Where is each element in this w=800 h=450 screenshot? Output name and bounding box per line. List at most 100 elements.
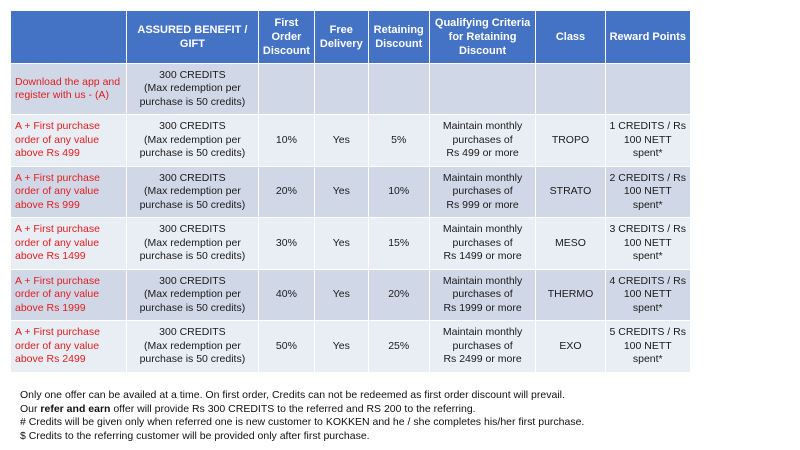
reward-line: spent* xyxy=(632,301,663,314)
reward-line: spent* xyxy=(632,250,663,263)
table-row: A + First purchase order of any value ab… xyxy=(10,114,692,167)
reward-line: 2 CREDITS / Rs xyxy=(609,171,686,184)
criteria-cell: Maintain monthly purchases of Rs 1499 or… xyxy=(428,217,537,270)
benefit-cell: 300 CREDITS (Max redemption per purchase… xyxy=(125,63,259,115)
table-row: A + First purchase order of any value ab… xyxy=(10,320,692,373)
benefit-line: purchase is 50 credits) xyxy=(139,353,246,366)
first-order-discount-cell: 40% xyxy=(257,269,315,321)
offer-cell: A + First purchase order of any value ab… xyxy=(10,114,127,167)
benefit-line: 300 CREDITS xyxy=(159,274,226,287)
benefit-line: (Max redemption per xyxy=(143,82,241,95)
benefit-line: 300 CREDITS xyxy=(159,326,226,339)
note-text: offer will provide Rs 300 CREDITS to the… xyxy=(110,402,476,415)
offers-table: ASSURED BENEFIT / GIFT First Order Disco… xyxy=(10,10,692,373)
criteria-line: purchases of xyxy=(452,339,513,352)
benefit-line: (Max redemption per xyxy=(143,339,241,352)
benefit-line: 300 CREDITS xyxy=(159,171,226,184)
retaining-discount-cell: 5% xyxy=(367,114,430,167)
reward-cell: 4 CREDITS / Rs 100 NETT spent* xyxy=(604,269,692,321)
criteria-cell: Maintain monthly purchases of Rs 1999 or… xyxy=(428,269,537,321)
header-assured-benefit: ASSURED BENEFIT / GIFT xyxy=(125,10,259,64)
header-qualifying-criteria: Qualifying Criteria for Retaining Discou… xyxy=(428,10,537,64)
benefit-line: 300 CREDITS xyxy=(159,223,226,236)
reward-cell: 2 CREDITS / Rs 100 NETT spent* xyxy=(604,166,692,218)
criteria-cell: Maintain monthly purchases of Rs 499 or … xyxy=(428,114,537,167)
terms-notes: Only one offer can be availed at a time.… xyxy=(20,389,780,443)
benefit-line: purchase is 50 credits) xyxy=(139,147,246,160)
criteria-line: purchases of xyxy=(452,236,513,249)
criteria-line: Maintain monthly xyxy=(442,274,523,287)
criteria-line: Rs 1499 or more xyxy=(443,250,522,263)
benefit-line: purchase is 50 credits) xyxy=(139,250,246,263)
free-delivery-cell: Yes xyxy=(313,217,369,270)
criteria-line: Maintain monthly xyxy=(442,171,523,184)
reward-line: 100 NETT xyxy=(623,133,672,146)
table-row: Download the app and register with us - … xyxy=(10,63,692,115)
free-delivery-cell: Yes xyxy=(313,166,369,218)
first-order-discount-cell: 20% xyxy=(257,166,315,218)
note-line: Only one offer can be availed at a time.… xyxy=(20,389,565,401)
reward-line: 100 NETT xyxy=(623,288,672,301)
criteria-line: Rs 999 or more xyxy=(446,198,519,211)
table-row: A + First purchase order of any value ab… xyxy=(10,166,692,218)
note-line: # Credits will be given only when referr… xyxy=(20,416,585,428)
benefit-cell: 300 CREDITS (Max redemption per purchase… xyxy=(125,217,259,270)
benefit-line: (Max redemption per xyxy=(143,288,241,301)
header-free-delivery: Free Delivery xyxy=(313,10,369,64)
reward-line: 1 CREDITS / Rs xyxy=(609,120,686,133)
reward-line: 3 CREDITS / Rs xyxy=(609,223,686,236)
criteria-line: Maintain monthly xyxy=(442,326,523,339)
criteria-line: Rs 2499 or more xyxy=(443,353,522,366)
header-offer xyxy=(10,10,127,64)
first-order-discount-cell: 10% xyxy=(257,114,315,167)
note-line: Our refer and earn offer will provide Rs… xyxy=(20,403,780,417)
retaining-discount-cell: 25% xyxy=(367,320,430,373)
class-cell: STRATO xyxy=(535,166,606,218)
first-order-discount-cell: 50% xyxy=(257,320,315,373)
first-order-discount-cell: 30% xyxy=(257,217,315,270)
first-order-discount-cell xyxy=(257,63,315,115)
benefit-line: (Max redemption per xyxy=(143,133,241,146)
table-row: A + First purchase order of any value ab… xyxy=(10,269,692,321)
benefit-line: 300 CREDITS xyxy=(159,120,226,133)
table-header-row: ASSURED BENEFIT / GIFT First Order Disco… xyxy=(10,10,692,64)
criteria-line: Rs 1999 or more xyxy=(443,301,522,314)
note-line: $ Credits to the referring customer will… xyxy=(20,429,370,442)
criteria-line: purchases of xyxy=(452,288,513,301)
free-delivery-cell: Yes xyxy=(313,320,369,373)
reward-line: 100 NETT xyxy=(623,185,672,198)
benefit-line: purchase is 50 credits) xyxy=(139,198,246,211)
criteria-line: Rs 499 or more xyxy=(446,147,519,160)
offer-cell: Download the app and register with us - … xyxy=(10,63,127,115)
criteria-line: Maintain monthly xyxy=(442,223,523,236)
reward-line: spent* xyxy=(632,353,663,366)
reward-cell: 1 CREDITS / Rs 100 NETT spent* xyxy=(604,114,692,167)
retaining-discount-cell xyxy=(367,63,430,115)
note-text: Our xyxy=(20,402,41,415)
class-cell: TROPO xyxy=(535,114,606,167)
class-cell: THERMO xyxy=(535,269,606,321)
reward-line: 4 CREDITS / Rs xyxy=(609,274,686,287)
free-delivery-cell: Yes xyxy=(313,114,369,167)
benefit-line: (Max redemption per xyxy=(143,185,241,198)
offer-cell: A + First purchase order of any value ab… xyxy=(10,166,127,218)
class-cell: EXO xyxy=(535,320,606,373)
benefit-line: purchase is 50 credits) xyxy=(139,301,246,314)
reward-line: 100 NETT xyxy=(623,339,672,352)
offer-cell: A + First purchase order of any value ab… xyxy=(10,217,127,270)
benefit-cell: 300 CREDITS (Max redemption per purchase… xyxy=(125,166,259,218)
reward-cell: 3 CREDITS / Rs 100 NETT spent* xyxy=(604,217,692,270)
benefit-cell: 300 CREDITS (Max redemption per purchase… xyxy=(125,269,259,321)
criteria-line: purchases of xyxy=(452,133,513,146)
class-cell: MESO xyxy=(535,217,606,270)
free-delivery-cell xyxy=(313,63,369,115)
retaining-discount-cell: 10% xyxy=(367,166,430,218)
class-cell xyxy=(535,63,606,115)
offer-cell: A + First purchase order of any value ab… xyxy=(10,320,127,373)
header-reward-points: Reward Points xyxy=(604,10,692,64)
criteria-line: Maintain monthly xyxy=(442,120,523,133)
reward-cell: 5 CREDITS / Rs 100 NETT spent* xyxy=(604,320,692,373)
offers-table-container: ASSURED BENEFIT / GIFT First Order Disco… xyxy=(10,10,692,373)
criteria-line: purchases of xyxy=(452,185,513,198)
criteria-cell: Maintain monthly purchases of Rs 2499 or… xyxy=(428,320,537,373)
